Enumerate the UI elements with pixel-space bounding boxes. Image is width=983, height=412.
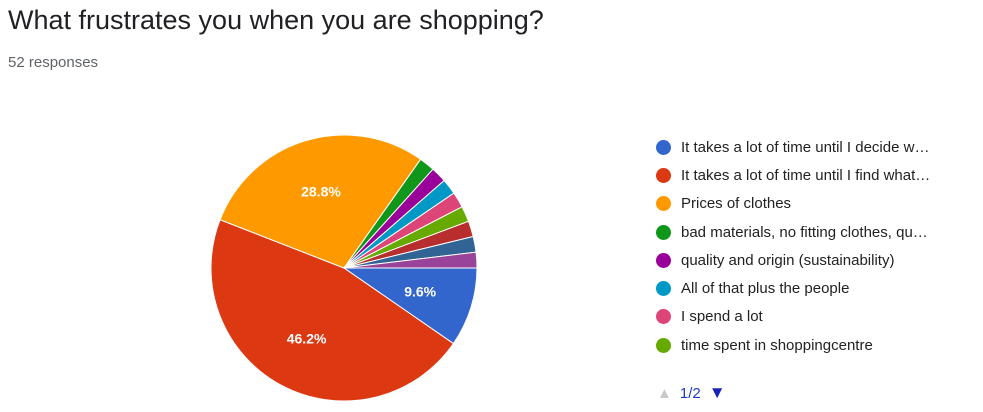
legend-swatch-icon <box>656 281 671 297</box>
legend-pager: ▲ 1/2 ▼ <box>657 383 726 403</box>
legend: It takes a lot of time until I decide w…… <box>656 133 930 359</box>
slice-data-label: 46.2% <box>287 330 327 346</box>
pie-slice[interactable] <box>342 267 478 345</box>
slice-data-label: 28.8% <box>301 184 341 200</box>
legend-label: bad materials, no fitting clothes, qu… <box>681 223 928 241</box>
pie-slice[interactable] <box>210 219 455 402</box>
response-count: 52 responses <box>8 54 99 71</box>
next-page-icon[interactable]: ▼ <box>708 383 726 402</box>
legend-label: It takes a lot of time until I decide w… <box>681 138 930 156</box>
legend-label: time spent in shoppingcentre <box>681 336 873 354</box>
legend-label: It takes a lot of time until I find what… <box>681 166 931 184</box>
pie-slice[interactable] <box>343 251 478 269</box>
legend-label: Prices of clothes <box>681 195 792 213</box>
legend-item[interactable]: All of that plus the people <box>656 274 930 302</box>
page-indicator: 1/2 <box>679 384 701 402</box>
legend-item[interactable]: I spend a lot <box>656 303 930 331</box>
legend-item[interactable]: quality and origin (sustainability) <box>656 246 930 274</box>
legend-item[interactable]: Prices of clothes <box>656 190 930 218</box>
legend-swatch-icon <box>656 252 671 268</box>
legend-item[interactable]: time spent in shoppingcentre <box>656 331 930 359</box>
legend-swatch-icon <box>656 167 671 183</box>
chart-title: What frustrates you when you are shoppin… <box>8 5 544 35</box>
slice-data-label: 9.6% <box>404 284 436 300</box>
legend-swatch-icon <box>656 196 671 212</box>
legend-swatch-icon <box>656 139 671 155</box>
legend-swatch-icon <box>656 224 671 240</box>
legend-item[interactable]: It takes a lot of time until I find what… <box>656 161 930 189</box>
legend-swatch-icon <box>656 309 671 325</box>
legend-item[interactable]: It takes a lot of time until I decide w… <box>656 133 930 161</box>
legend-label: quality and origin (sustainability) <box>681 251 895 269</box>
pie-slice[interactable] <box>219 134 422 269</box>
legend-swatch-icon <box>656 337 671 353</box>
previous-page-icon[interactable]: ▲ <box>657 384 672 402</box>
legend-label: All of that plus the people <box>681 280 850 298</box>
legend-item[interactable]: bad materials, no fitting clothes, qu… <box>656 218 930 246</box>
legend-label: I spend a lot <box>681 308 763 326</box>
